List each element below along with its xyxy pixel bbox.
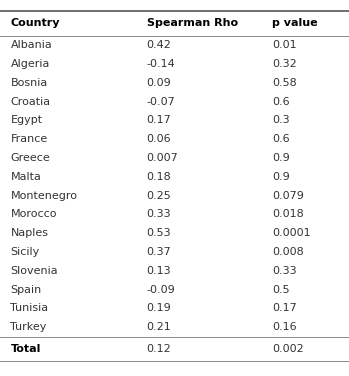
- Text: Malta: Malta: [10, 172, 41, 182]
- Text: Algeria: Algeria: [10, 59, 50, 69]
- Text: 0.9: 0.9: [272, 153, 290, 163]
- Text: 0.32: 0.32: [272, 59, 297, 69]
- Text: 0.16: 0.16: [272, 322, 297, 332]
- Text: Croatia: Croatia: [10, 97, 51, 106]
- Text: p value: p value: [272, 18, 318, 29]
- Text: -0.14: -0.14: [147, 59, 175, 69]
- Text: -0.07: -0.07: [147, 97, 175, 106]
- Text: Albania: Albania: [10, 40, 52, 50]
- Text: 0.002: 0.002: [272, 344, 304, 354]
- Text: 0.12: 0.12: [147, 344, 171, 354]
- Text: 0.9: 0.9: [272, 172, 290, 182]
- Text: Montenegro: Montenegro: [10, 191, 77, 200]
- Text: Spain: Spain: [10, 285, 42, 294]
- Text: Turkey: Turkey: [10, 322, 47, 332]
- Text: 0.007: 0.007: [147, 153, 178, 163]
- Text: 0.42: 0.42: [147, 40, 171, 50]
- Text: 0.37: 0.37: [147, 247, 171, 257]
- Text: Egypt: Egypt: [10, 115, 43, 125]
- Text: 0.01: 0.01: [272, 40, 297, 50]
- Text: 0.17: 0.17: [272, 303, 297, 313]
- Text: 0.58: 0.58: [272, 78, 297, 88]
- Text: 0.0001: 0.0001: [272, 228, 311, 238]
- Text: 0.17: 0.17: [147, 115, 171, 125]
- Text: Total: Total: [10, 344, 41, 354]
- Text: Bosnia: Bosnia: [10, 78, 48, 88]
- Text: Naples: Naples: [10, 228, 49, 238]
- Text: 0.6: 0.6: [272, 134, 290, 144]
- Text: 0.079: 0.079: [272, 191, 304, 200]
- Text: 0.6: 0.6: [272, 97, 290, 106]
- Text: 0.25: 0.25: [147, 191, 171, 200]
- Text: 0.06: 0.06: [147, 134, 171, 144]
- Text: 0.008: 0.008: [272, 247, 304, 257]
- Text: Tunisia: Tunisia: [10, 303, 49, 313]
- Text: 0.3: 0.3: [272, 115, 290, 125]
- Text: 0.33: 0.33: [147, 209, 171, 219]
- Text: 0.53: 0.53: [147, 228, 171, 238]
- Text: 0.18: 0.18: [147, 172, 171, 182]
- Text: 0.018: 0.018: [272, 209, 304, 219]
- Text: Sicily: Sicily: [10, 247, 40, 257]
- Text: 0.5: 0.5: [272, 285, 290, 294]
- Text: 0.09: 0.09: [147, 78, 171, 88]
- Text: Country: Country: [10, 18, 60, 29]
- Text: -0.09: -0.09: [147, 285, 175, 294]
- Text: Greece: Greece: [10, 153, 50, 163]
- Text: 0.21: 0.21: [147, 322, 171, 332]
- Text: Slovenia: Slovenia: [10, 266, 58, 276]
- Text: 0.33: 0.33: [272, 266, 297, 276]
- Text: 0.13: 0.13: [147, 266, 171, 276]
- Text: 0.19: 0.19: [147, 303, 171, 313]
- Text: Spearman Rho: Spearman Rho: [147, 18, 238, 29]
- Text: Morocco: Morocco: [10, 209, 57, 219]
- Text: France: France: [10, 134, 48, 144]
